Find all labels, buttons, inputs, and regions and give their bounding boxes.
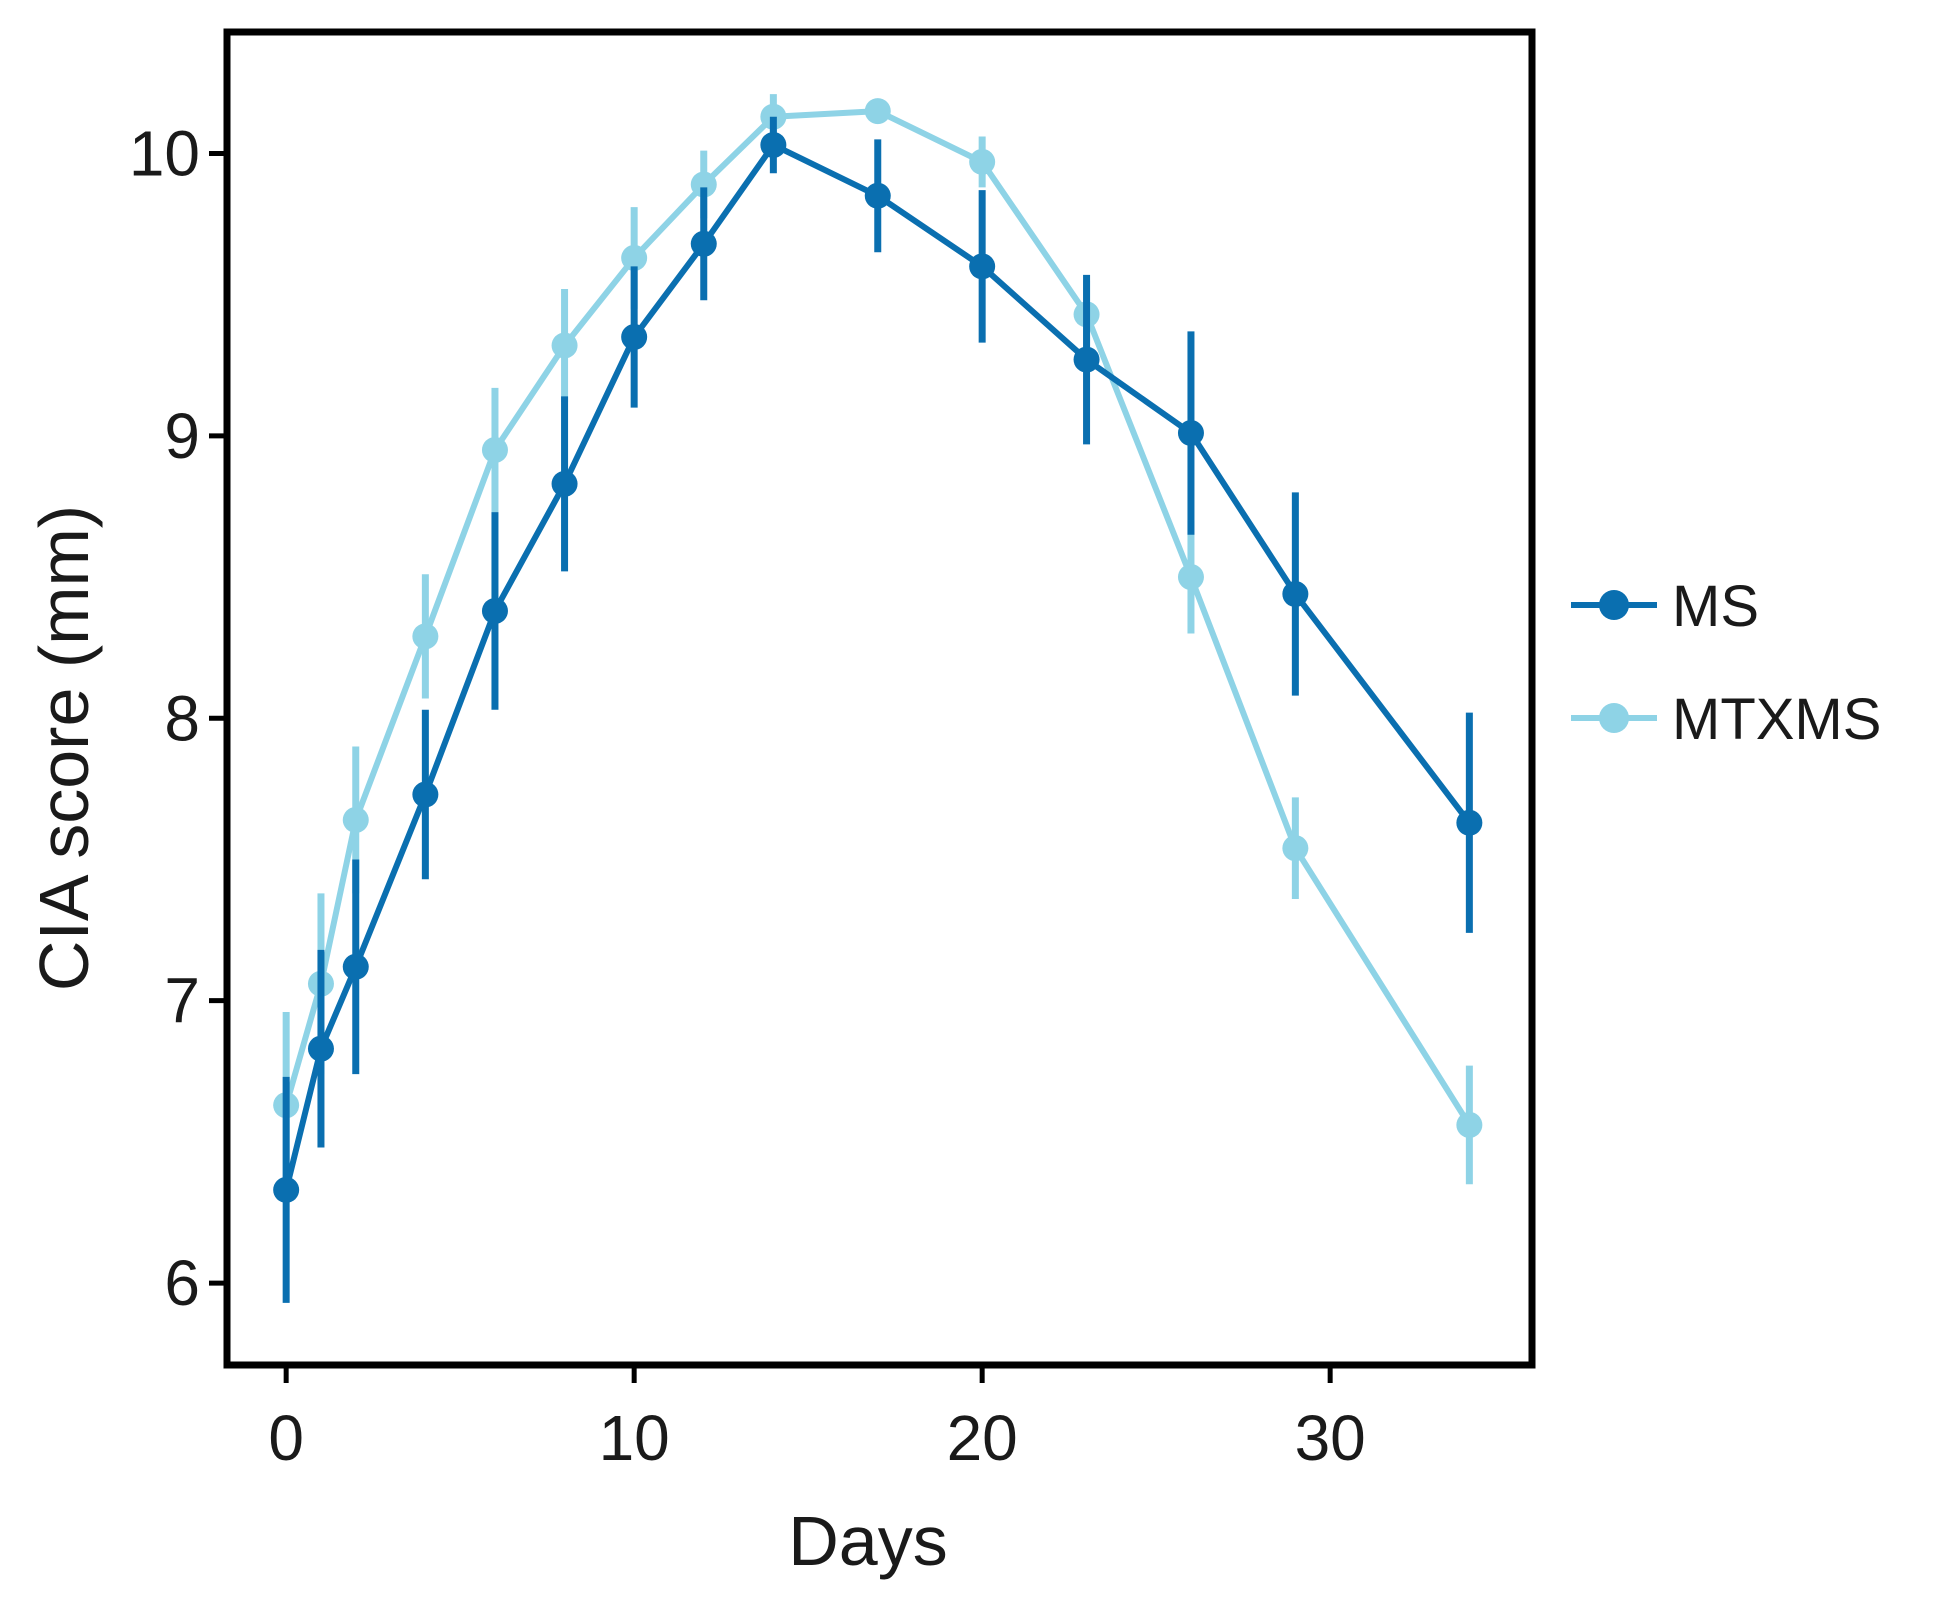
point-ms-day-14 bbox=[760, 131, 787, 158]
point-mtxms-day-34 bbox=[1456, 1111, 1483, 1138]
legend-swatch-mtxms-marker bbox=[1599, 703, 1629, 733]
point-mtxms-day-12 bbox=[690, 171, 717, 198]
y-tick-label-7: 7 bbox=[164, 965, 200, 1037]
series-mtxms bbox=[273, 94, 1483, 1199]
point-mtxms-day-6 bbox=[481, 436, 508, 463]
x-tick-label-10: 10 bbox=[599, 1402, 670, 1474]
point-ms-day-6 bbox=[481, 597, 508, 624]
point-ms-day-26 bbox=[1177, 420, 1204, 447]
legend-swatch-ms-marker bbox=[1599, 590, 1629, 620]
point-mtxms-day-29 bbox=[1282, 835, 1309, 862]
point-mtxms-day-2 bbox=[342, 806, 369, 833]
point-mtxms-day-26 bbox=[1177, 564, 1204, 591]
point-ms-day-12 bbox=[690, 230, 717, 257]
y-tick-label-8: 8 bbox=[164, 682, 200, 754]
series-ms bbox=[273, 116, 1483, 1303]
point-ms-day-23 bbox=[1073, 346, 1100, 373]
point-ms-day-2 bbox=[342, 953, 369, 980]
point-mtxms-day-4 bbox=[412, 623, 439, 650]
point-mtxms-day-20 bbox=[969, 148, 996, 175]
point-mtxms-day-10 bbox=[621, 244, 648, 271]
point-ms-day-0 bbox=[273, 1176, 300, 1203]
y-tick-label-6: 6 bbox=[164, 1247, 200, 1319]
point-ms-day-8 bbox=[551, 470, 578, 497]
plot-frame bbox=[223, 28, 1536, 1369]
x-axis-title: Days bbox=[788, 1502, 947, 1580]
point-mtxms-day-8 bbox=[551, 332, 578, 359]
point-ms-day-4 bbox=[412, 781, 439, 808]
y-tick-label-10: 10 bbox=[129, 117, 200, 189]
point-ms-day-29 bbox=[1282, 581, 1309, 608]
series-layer bbox=[273, 94, 1483, 1303]
point-ms-day-10 bbox=[621, 324, 648, 351]
point-ms-day-1 bbox=[307, 1035, 334, 1062]
point-ms-day-20 bbox=[969, 253, 996, 280]
legend: MS MTXMS bbox=[1571, 574, 1881, 752]
x-tick-label-20: 20 bbox=[947, 1402, 1018, 1474]
y-axis-title: CIA score (mm) bbox=[25, 505, 103, 991]
x-axis-ticks bbox=[283, 1365, 1333, 1383]
point-mtxms-day-17 bbox=[864, 98, 891, 125]
legend-label-ms: MS bbox=[1672, 574, 1759, 639]
point-ms-day-34 bbox=[1456, 809, 1483, 836]
x-tick-label-0: 0 bbox=[268, 1402, 304, 1474]
legend-label-mtxms: MTXMS bbox=[1672, 687, 1881, 752]
x-tick-label-30: 30 bbox=[1295, 1402, 1366, 1474]
point-ms-day-17 bbox=[864, 182, 891, 209]
y-tick-label-9: 9 bbox=[164, 400, 200, 472]
y-axis-ticks bbox=[209, 150, 227, 1286]
